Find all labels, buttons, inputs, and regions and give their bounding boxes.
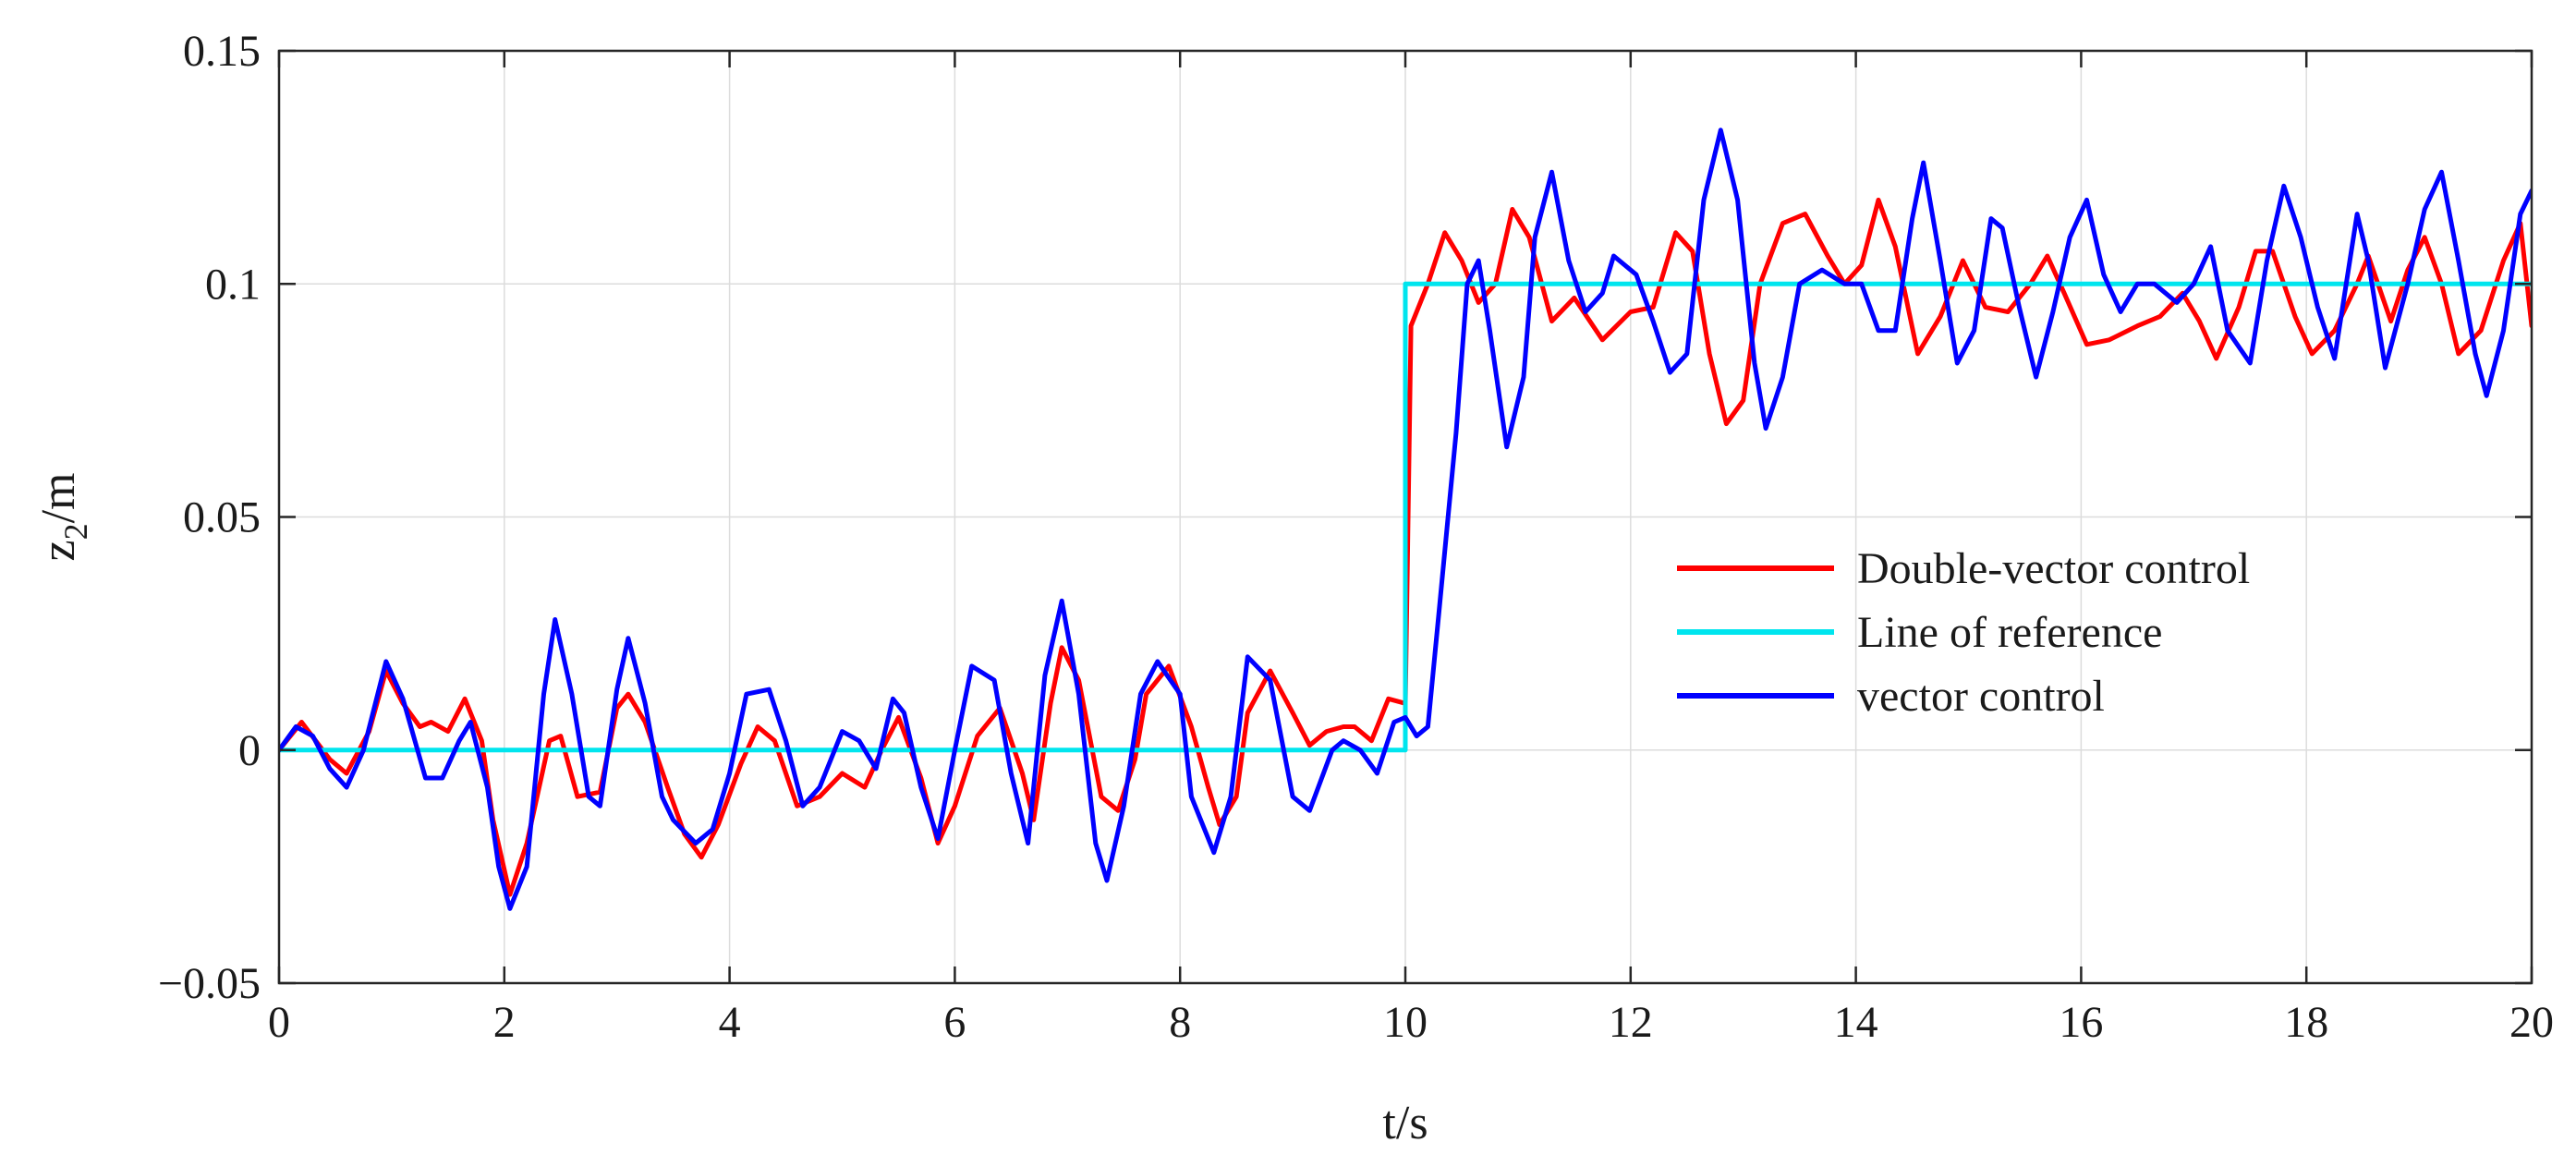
x-axis-label: t/s [1382,1097,1428,1149]
legend-label-2: vector control [1857,672,2105,721]
y-axis-label-unit: /m [32,473,85,524]
series-line-1 [279,281,2532,753]
x-tick-label-4: 8 [1169,998,1191,1047]
y-axis-label-base: z [32,540,85,561]
legend: Double-vector control Line of reference ve… [1677,544,2250,721]
x-tick-label-10: 20 [2509,998,2554,1047]
y-tick-label-0: −0.05 [158,959,261,1008]
y-axis-label-subscript: 2 [57,523,94,540]
y-tick-label-4: 0.15 [183,27,261,76]
x-tick-label-5: 10 [1383,998,1428,1047]
series-line-2 [279,128,2532,911]
legend-label-0: Double-vector control [1857,544,2250,593]
x-tick-label-9: 18 [2284,998,2328,1047]
x-tick-label-1: 2 [493,998,516,1047]
y-axis-label: z2/m [32,473,94,562]
x-tick-label-0: 0 [268,998,290,1047]
y-tick-label-3: 0.1 [205,260,261,309]
y-tick-labels: −0.05 0 0.05 0.1 0.15 [158,27,261,1008]
x-tick-label-2: 4 [719,998,741,1047]
y-tick-label-1: 0 [238,726,261,775]
series-line-0 [279,197,2532,897]
x-tick-labels: 0 2 4 6 8 10 12 14 16 18 20 [268,998,2554,1047]
y-tick-label-2: 0.05 [183,493,261,542]
x-tick-label-7: 14 [1834,998,1878,1047]
plot-series [279,128,2532,911]
legend-label-1: Line of reference [1857,608,2162,657]
x-tick-label-8: 16 [2059,998,2103,1047]
x-tick-label-3: 6 [943,998,966,1047]
x-tick-label-6: 12 [1609,998,1653,1047]
axis-ticks [277,49,2533,985]
